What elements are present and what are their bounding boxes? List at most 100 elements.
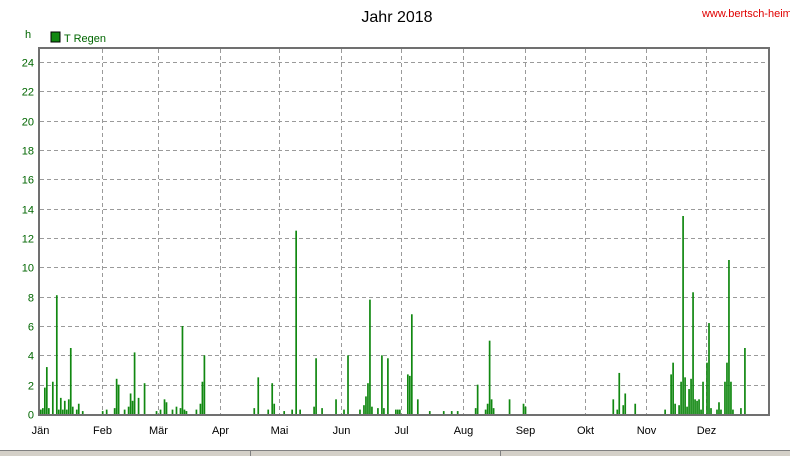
rain-bar <box>706 362 708 414</box>
rain-bar <box>63 400 66 414</box>
rain-bar <box>77 403 80 414</box>
rain-bar <box>271 383 274 414</box>
legend-swatch <box>50 31 61 43</box>
rain-bar <box>720 409 722 414</box>
x-tick-label: Okt <box>577 425 594 437</box>
rain-bar <box>65 409 68 414</box>
rain-bar <box>397 409 399 414</box>
rain-bar <box>321 408 323 414</box>
status-bar-background <box>0 450 790 456</box>
y-tick-label: 24 <box>22 58 34 70</box>
rain-bar <box>179 408 182 414</box>
rain-bar <box>383 408 385 414</box>
rain-bar <box>730 381 732 414</box>
rain-bar <box>165 402 168 414</box>
rain-bar <box>291 409 294 414</box>
rain-bar <box>428 411 431 414</box>
legend-label: T Regen <box>64 33 106 45</box>
rain-bar <box>45 367 48 414</box>
rain-bar <box>283 411 286 414</box>
rain-bar <box>185 411 188 414</box>
y-tick-label: 2 <box>28 381 34 393</box>
rain-bar <box>201 381 204 414</box>
rain-bar <box>524 406 527 414</box>
x-tick-label: Nov <box>637 425 657 437</box>
rain-bar <box>698 399 700 414</box>
rain-bar <box>57 409 60 414</box>
rain-bar <box>257 377 260 414</box>
rain-bar <box>410 314 413 414</box>
rain-bar <box>406 374 409 414</box>
rain-bar <box>484 409 487 414</box>
rain-bar <box>183 409 186 414</box>
rain-bar <box>127 406 130 414</box>
rain-bar <box>43 387 46 414</box>
rain-bar <box>476 384 479 414</box>
y-axis-unit: h <box>25 29 31 41</box>
rain-bar <box>399 409 401 414</box>
rain-bar <box>381 355 383 414</box>
rain-bar <box>313 406 315 414</box>
y-tick-label: 8 <box>28 293 34 305</box>
rain-bar <box>253 408 256 414</box>
rain-bar <box>616 409 619 414</box>
rain-bar <box>347 355 349 414</box>
rain-bar <box>175 406 178 414</box>
rain-bar <box>680 381 682 414</box>
rain-bar <box>708 323 710 414</box>
rain-bar <box>416 399 419 414</box>
rain-bar <box>634 403 637 414</box>
rain-bar <box>61 409 64 414</box>
rain-bar <box>343 409 345 414</box>
x-tick-label: Aug <box>454 425 474 437</box>
x-tick-label: Jän <box>32 425 50 437</box>
rain-bar <box>365 396 367 414</box>
rain-bar <box>732 409 734 414</box>
rain-bar <box>67 399 70 414</box>
rain-bar <box>696 400 698 414</box>
rain-bar <box>618 372 621 414</box>
rain-bar <box>728 260 730 414</box>
rain-bar <box>678 405 680 414</box>
rain-bar <box>203 355 206 414</box>
y-tick-label: 14 <box>22 205 34 217</box>
rain-bar <box>133 352 136 414</box>
rain-bar <box>492 408 495 414</box>
rain-bar <box>724 381 726 414</box>
status-bar <box>0 450 790 456</box>
rain-bar <box>674 403 676 414</box>
rain-bar <box>155 411 158 414</box>
source-link[interactable]: www.bertsch-heim.at <box>701 8 790 20</box>
y-tick-label: 12 <box>22 234 34 246</box>
rain-bar <box>295 230 297 414</box>
rain-bar <box>716 409 718 414</box>
rain-bar <box>508 399 511 414</box>
rain-bar <box>315 358 317 414</box>
rain-bar <box>672 362 674 414</box>
rain-bar <box>395 409 397 414</box>
rain-bar <box>137 397 140 414</box>
x-tick-label: Sep <box>516 425 536 437</box>
rain-bar <box>486 403 489 414</box>
rain-bar <box>199 403 202 414</box>
rain-bar <box>69 348 72 414</box>
rain-bar <box>299 409 301 414</box>
rain-bar <box>622 405 625 414</box>
bars <box>40 216 746 414</box>
grid <box>40 49 768 414</box>
rain-bar <box>101 411 104 414</box>
rain-bar <box>684 377 686 414</box>
rain-bar <box>159 409 162 414</box>
rain-bar <box>367 383 369 414</box>
rain-bar <box>474 408 477 414</box>
rain-bar <box>710 408 712 414</box>
rain-bar <box>692 292 694 414</box>
rain-bar <box>387 358 389 414</box>
y-tick-label: 10 <box>22 263 34 275</box>
rain-bar <box>41 408 44 414</box>
rain-bar <box>450 411 453 414</box>
rain-bar <box>71 406 74 414</box>
rain-bar <box>718 402 720 414</box>
rain-bar <box>171 409 174 414</box>
rain-bar <box>522 403 525 414</box>
